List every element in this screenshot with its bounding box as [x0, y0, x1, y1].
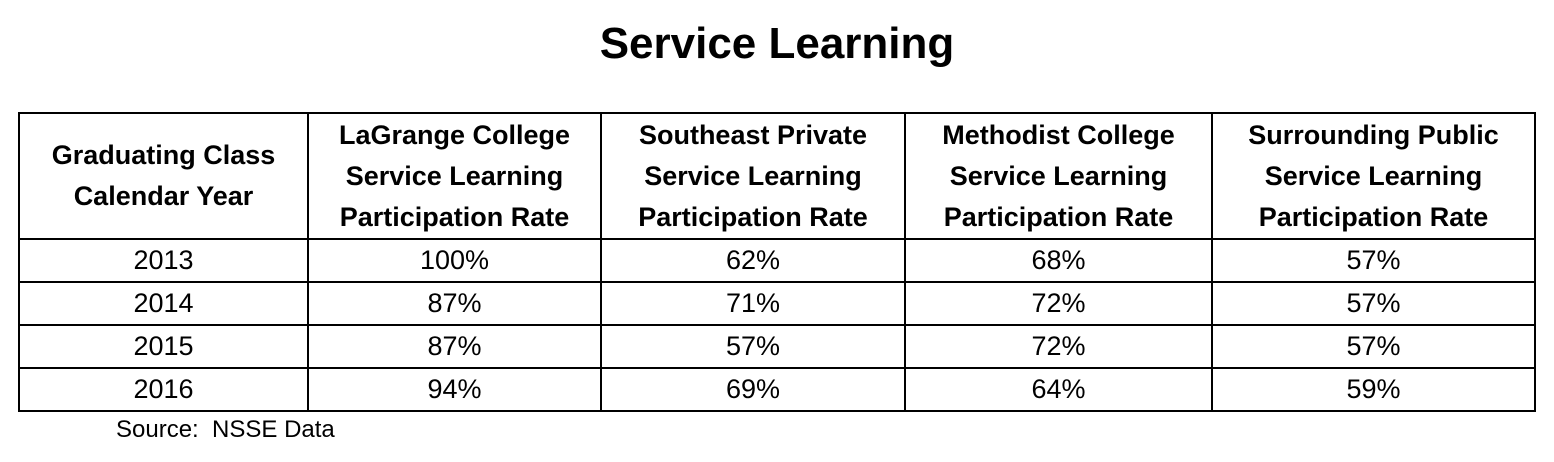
- table-cell: 94%: [307, 367, 602, 412]
- header-year: Graduating Class Calendar Year: [18, 112, 309, 240]
- table-cell: 72%: [904, 281, 1213, 326]
- header-line: Surrounding Public: [1248, 119, 1499, 150]
- header-southeast-private: Southeast Private Service Learning Parti…: [600, 112, 906, 240]
- table-cell: 72%: [904, 324, 1213, 369]
- table-cell: 57%: [1211, 324, 1536, 369]
- table-cell: 69%: [600, 367, 906, 412]
- header-line: Service Learning: [949, 160, 1168, 191]
- header-line: Southeast Private: [638, 119, 868, 150]
- table-cell: 87%: [307, 324, 602, 369]
- table-cell-year: 2014: [18, 281, 309, 326]
- table-cell: 71%: [600, 281, 906, 326]
- table-row: 2015 87% 57% 72% 57%: [18, 324, 1536, 369]
- source-note: Source: NSSE Data: [116, 416, 335, 443]
- table-row: 2013 100% 62% 68% 57%: [18, 238, 1536, 283]
- table-cell-year: 2013: [18, 238, 309, 283]
- header-lagrange: LaGrange College Service Learning Partic…: [307, 112, 602, 240]
- header-line: Service Learning: [345, 160, 564, 191]
- table-row: 2014 87% 71% 72% 57%: [18, 281, 1536, 326]
- table-cell: 100%: [307, 238, 602, 283]
- header-surrounding-public: Surrounding Public Service Learning Part…: [1211, 112, 1536, 240]
- page-title: Service Learning: [599, 19, 955, 68]
- header-line: Graduating Class: [51, 140, 276, 170]
- table-cell: 57%: [1211, 238, 1536, 283]
- table-cell: 57%: [600, 324, 906, 369]
- table-cell: 64%: [904, 367, 1213, 412]
- table-cell: 87%: [307, 281, 602, 326]
- header-line: Calendar Year: [73, 181, 254, 211]
- header-line: Participation Rate: [638, 201, 868, 232]
- header-methodist-college: Methodist College Service Learning Parti…: [904, 112, 1213, 240]
- service-learning-table: Graduating Class Calendar Year LaGrange …: [18, 112, 1536, 412]
- header-row: Graduating Class Calendar Year LaGrange …: [18, 112, 1536, 240]
- table-cell: 68%: [904, 238, 1213, 283]
- header-line: Service Learning: [1264, 160, 1483, 191]
- table-cell: 59%: [1211, 367, 1536, 412]
- table-cell-year: 2015: [18, 324, 309, 369]
- table-cell: 62%: [600, 238, 906, 283]
- table-cell: 57%: [1211, 281, 1536, 326]
- header-line: Participation Rate: [1258, 201, 1489, 232]
- header-line: Participation Rate: [943, 201, 1174, 232]
- header-line: Methodist College: [942, 119, 1175, 150]
- header-line: Participation Rate: [339, 201, 570, 232]
- table-row: 2016 94% 69% 64% 59%: [18, 367, 1536, 412]
- header-line: Service Learning: [644, 160, 862, 191]
- table-cell-year: 2016: [18, 367, 309, 412]
- header-line: LaGrange College: [338, 119, 571, 150]
